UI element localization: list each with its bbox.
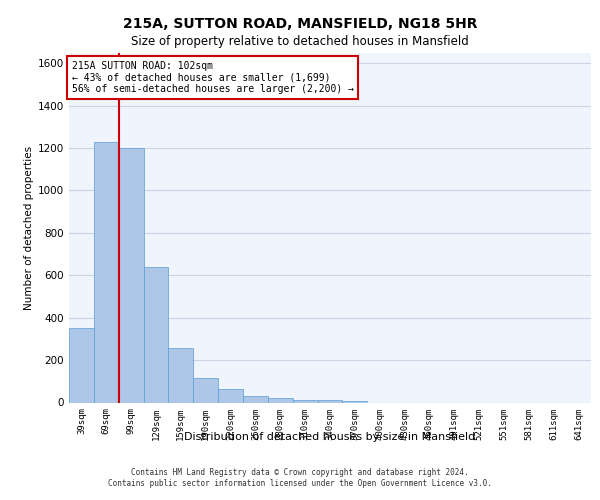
Bar bbox=[343, 401, 367, 402]
Bar bbox=[243, 396, 268, 402]
Bar bbox=[143, 266, 169, 402]
Bar bbox=[293, 400, 317, 402]
Text: 215A, SUTTON ROAD, MANSFIELD, NG18 5HR: 215A, SUTTON ROAD, MANSFIELD, NG18 5HR bbox=[123, 18, 477, 32]
Bar bbox=[69, 328, 94, 402]
Bar bbox=[193, 378, 218, 402]
Text: 215A SUTTON ROAD: 102sqm
← 43% of detached houses are smaller (1,699)
56% of sem: 215A SUTTON ROAD: 102sqm ← 43% of detach… bbox=[71, 61, 353, 94]
Text: Distribution of detached houses by size in Mansfield: Distribution of detached houses by size … bbox=[184, 432, 476, 442]
Bar bbox=[268, 398, 293, 402]
Bar bbox=[119, 148, 143, 403]
Text: Contains HM Land Registry data © Crown copyright and database right 2024.
Contai: Contains HM Land Registry data © Crown c… bbox=[108, 468, 492, 487]
Bar bbox=[169, 348, 193, 403]
Y-axis label: Number of detached properties: Number of detached properties bbox=[24, 146, 34, 310]
Bar bbox=[218, 388, 243, 402]
Bar bbox=[317, 400, 343, 402]
Bar bbox=[94, 142, 119, 402]
Text: Size of property relative to detached houses in Mansfield: Size of property relative to detached ho… bbox=[131, 35, 469, 48]
